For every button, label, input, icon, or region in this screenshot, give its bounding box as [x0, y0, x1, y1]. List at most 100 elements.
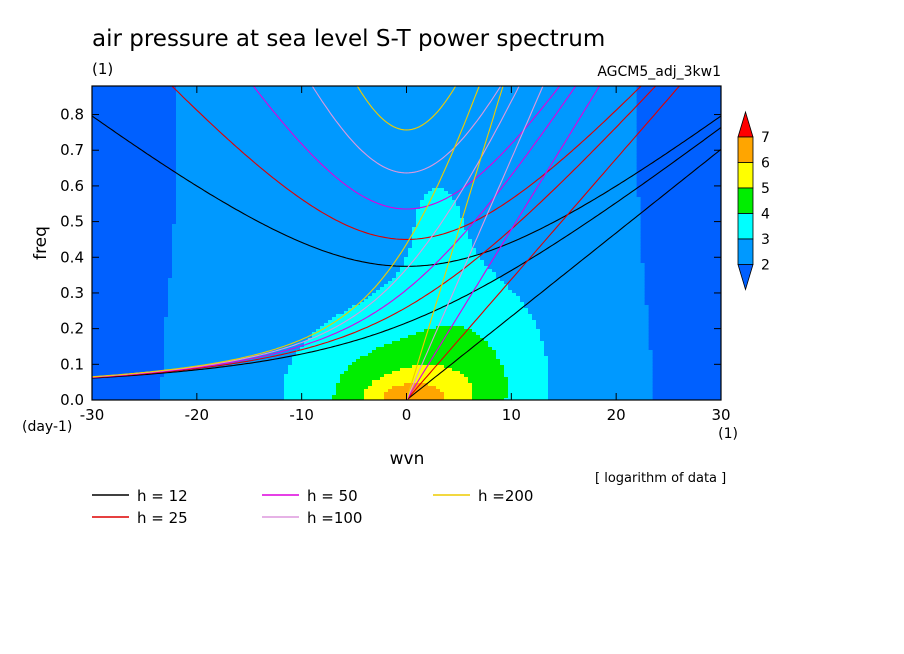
contour-cell: [472, 389, 509, 393]
contour-cell: [412, 365, 445, 369]
contour-cell: [164, 341, 305, 345]
contour-cell: [364, 389, 389, 393]
contour-cell: [412, 239, 473, 243]
contour-cell: [548, 383, 653, 387]
contour-cell: [412, 245, 473, 249]
colorbar-top-triangle: [737, 110, 754, 138]
contour-cell: [172, 227, 413, 231]
contour-cell: [168, 311, 345, 315]
x-tick-label: 30: [711, 406, 730, 424]
contour-cell: [424, 197, 453, 201]
contour-cell: [176, 176, 637, 180]
contour-cell: [176, 173, 637, 177]
contour-cell: [508, 386, 549, 390]
y-axis-label: freq: [31, 226, 51, 260]
contour-cell: [496, 275, 645, 279]
contour-cell: [292, 362, 353, 366]
contour-cell: [500, 278, 645, 282]
contour-cell: [296, 350, 373, 354]
dispersion-curve-mrg: [92, 86, 480, 378]
contour-cell: [176, 134, 637, 138]
y-tick-label: 0.7: [60, 141, 84, 159]
contour-cell: [176, 143, 637, 147]
contour-cell: [388, 281, 505, 285]
contour-cell: [416, 215, 461, 219]
contour-cell: [176, 98, 637, 102]
contour-cell: [464, 374, 505, 378]
contour-cell: [168, 293, 373, 297]
contour-cell: [376, 347, 493, 351]
contour-cell: [404, 260, 485, 264]
contour-cell: [164, 374, 285, 378]
contour-cell: [176, 158, 637, 162]
contour-cell: [160, 398, 285, 400]
contour-cell: [168, 302, 361, 306]
contour-cell: [336, 392, 365, 396]
contour-cell: [172, 272, 397, 276]
contour-cell: [548, 368, 653, 372]
contour-cell: [284, 398, 333, 400]
y-tick-label: 0.5: [60, 213, 84, 231]
contour-cell: [176, 104, 637, 108]
colorbar-label: 4: [761, 207, 770, 223]
contour-cell: [488, 344, 545, 348]
title-unit: (1): [92, 60, 113, 78]
x-tick-label: -10: [289, 406, 314, 424]
contour-cell: [544, 353, 653, 357]
contour-fill: [160, 86, 653, 400]
contour-cell: [420, 203, 457, 207]
x-tick-label: -20: [185, 406, 210, 424]
contour-cell: [176, 167, 637, 171]
contour-cell: [176, 107, 637, 111]
contour-cell: [164, 368, 289, 372]
data-note: [ logarithm of data ]: [595, 471, 726, 486]
contour-cell: [284, 386, 337, 390]
contour-cell: [176, 212, 417, 216]
contour-cell: [332, 317, 533, 321]
contour-cell: [476, 332, 541, 336]
contour-cell: [176, 149, 637, 153]
contour-cell: [336, 383, 373, 387]
contour-cell: [532, 314, 649, 318]
legend-label: h =100: [307, 509, 362, 527]
contour-cell: [176, 92, 637, 96]
contour-cell: [352, 362, 501, 366]
contour-cell: [364, 395, 385, 399]
contour-cell: [172, 230, 413, 234]
contour-cell: [536, 326, 649, 330]
contour-cell: [176, 146, 637, 150]
contour-cell: [540, 332, 649, 336]
contour-cell: [540, 338, 649, 342]
contour-cell: [384, 284, 509, 288]
contour-cell: [176, 221, 417, 225]
contour-cell: [348, 368, 401, 372]
x-axis-label: wvn: [390, 449, 425, 469]
dispersion-curve-eig1: [171, 86, 642, 240]
contour-cell: [176, 188, 433, 192]
contour-cell: [344, 371, 393, 375]
contour-cell: [168, 296, 369, 300]
contour-cell: [456, 200, 641, 204]
contour-cell: [444, 365, 505, 369]
contour-cell: [284, 380, 341, 384]
contour-cell: [176, 125, 637, 129]
contour-cell: [476, 251, 641, 255]
contour-cell: [472, 329, 541, 333]
contour-cell: [404, 257, 481, 261]
contour-cell: [408, 251, 477, 255]
contour-cell: [172, 275, 397, 279]
contour-cell: [176, 185, 637, 189]
contour-cell: [508, 380, 549, 384]
contour-cell: [444, 398, 473, 400]
contour-cell: [320, 326, 437, 330]
legend-label: h =200: [478, 487, 533, 505]
contour-cell: [472, 242, 641, 246]
contour-cell: [544, 341, 649, 345]
contour-cell: [492, 347, 545, 351]
contour-cell: [340, 374, 385, 378]
contour-cell: [160, 383, 285, 387]
contour-cell: [384, 398, 445, 400]
contour-cell: [168, 284, 385, 288]
contour-cell: [164, 320, 329, 324]
contour-cell: [368, 386, 393, 390]
